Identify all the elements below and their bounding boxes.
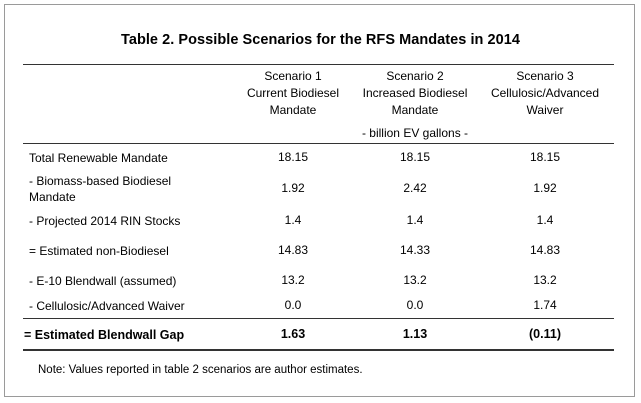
column-header-line: Mandate	[269, 103, 317, 117]
row-value: 18.15	[399, 150, 431, 164]
column-header-line: Current Biodiesel	[246, 86, 340, 100]
header-top-rule	[23, 64, 614, 65]
table-title: Table 2. Possible Scenarios for the RFS …	[121, 32, 520, 48]
row-label: - Cellulosic/Advanced Waiver	[29, 299, 185, 313]
row-value: 1.74	[533, 298, 557, 312]
column-header-scenario-2: Scenario 2 Increased Biodiesel Mandate	[340, 68, 490, 119]
row-value: 0.0	[284, 298, 302, 312]
column-header-line: Scenario 2	[386, 69, 444, 83]
row-label-line: - Biomass-based Biodiesel	[29, 174, 172, 188]
row-value: 2.42	[403, 181, 427, 195]
row-label: - Biomass-based Biodiesel Mandate	[29, 173, 229, 205]
total-row-label: = Estimated Blendwall Gap	[24, 328, 185, 342]
row-value: 1.4	[406, 213, 424, 227]
row-value: 14.83	[529, 243, 561, 257]
row-value: 0.0	[406, 298, 424, 312]
row-value: 1.92	[533, 181, 557, 195]
row-label: Total Renewable Mandate	[29, 151, 168, 165]
row-value: 1.4	[284, 213, 302, 227]
total-row-value: 1.13	[402, 327, 428, 341]
row-label: - E-10 Blendwall (assumed)	[29, 274, 177, 288]
row-value: 13.2	[403, 273, 427, 287]
row-label: = Estimated non-Biodiesel	[29, 244, 169, 258]
unit-label: - billion EV gallons -	[361, 126, 469, 140]
table-note: Note: Values reported in table 2 scenari…	[38, 364, 363, 376]
row-value: 1.4	[536, 213, 554, 227]
row-value: 13.2	[281, 273, 305, 287]
row-value: 14.83	[277, 243, 309, 257]
column-header-line: Scenario 1	[264, 69, 322, 83]
row-value: 18.15	[277, 150, 309, 164]
total-row-value: 1.63	[280, 327, 306, 341]
row-label: - Projected 2014 RIN Stocks	[29, 214, 181, 228]
column-header-line: Mandate	[391, 103, 439, 117]
row-value: 14.33	[399, 243, 431, 257]
column-header-line: Scenario 3	[516, 69, 574, 83]
column-header-line: Cellulosic/Advanced	[490, 86, 600, 100]
row-value: 13.2	[533, 273, 557, 287]
column-header-scenario-1: Scenario 1 Current Biodiesel Mandate	[218, 68, 368, 119]
header-bottom-rule	[23, 143, 614, 144]
row-value: 1.92	[281, 181, 305, 195]
total-top-rule	[23, 318, 614, 319]
column-header-scenario-3: Scenario 3 Cellulosic/Advanced Waiver	[470, 68, 620, 119]
row-label-line: Mandate	[29, 190, 76, 204]
row-value: 18.15	[529, 150, 561, 164]
table-bottom-rule	[23, 349, 614, 351]
table-frame	[4, 4, 635, 397]
column-header-line: Increased Biodiesel	[362, 86, 468, 100]
total-row-value: (0.11)	[529, 327, 561, 341]
column-header-line: Waiver	[526, 103, 564, 117]
